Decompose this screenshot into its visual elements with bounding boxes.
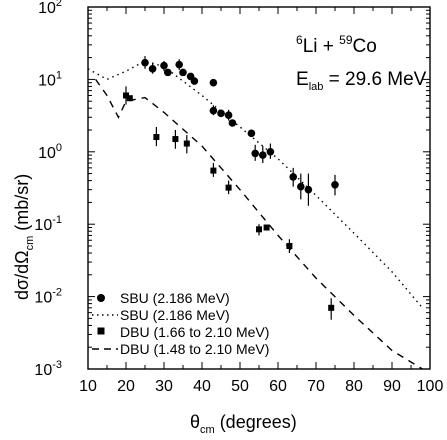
x-tick-label: 40 (193, 378, 211, 395)
sbu-data-point (160, 61, 168, 70)
axis-ticks: 10 20 30 40 50 60 70 80 90 100 102 101 100 10-1 10-2 10… (34, 0, 443, 395)
dbu-data-point (225, 184, 232, 191)
x-axis-title: θcm (degrees) (190, 412, 297, 436)
sbu-data-point (175, 60, 183, 69)
x-tick-label: 30 (155, 378, 173, 395)
dbu-data-point (263, 224, 270, 231)
sbu-data-point (247, 129, 256, 138)
x-tick-label: 50 (231, 378, 249, 395)
dbu-data-point (210, 167, 217, 174)
x-tick-label: 10 (79, 378, 97, 395)
reaction-annotation: 6Li + 59Co (296, 33, 377, 57)
sbu-data-point (148, 65, 157, 73)
dbu-data-point (172, 136, 179, 143)
energy-annotation: Elab = 29.6 MeV (296, 69, 427, 93)
x-tick-label: 100 (417, 378, 444, 395)
sbu-data-point (224, 111, 233, 120)
y-axis-title: dσ/dΩcm (mb/sr) (12, 174, 36, 300)
sbu-data-point (190, 77, 199, 85)
sbu-data-point (141, 58, 149, 67)
y-tick-label: 100 (38, 142, 62, 162)
series-layer (88, 56, 423, 369)
dbu-data-point (153, 134, 160, 141)
y-tick-label: 10-1 (34, 214, 62, 234)
sbu-data-point (331, 181, 339, 189)
sbu-data-point (297, 182, 305, 191)
sbu-data-point (228, 119, 237, 127)
x-tick-label: 80 (345, 378, 363, 395)
y-tick-label: 102 (38, 0, 62, 17)
sbu-data-point (304, 185, 313, 194)
legend-label-4: DBU (1.48 to 2.10 MeV) (120, 341, 269, 357)
sbu-calc-line (88, 60, 423, 309)
sbu-data-point (289, 173, 298, 181)
legend-marker-square (97, 327, 105, 335)
legend-marker-circle (97, 294, 105, 302)
sbu-data-point (259, 151, 267, 159)
legend-label-2: SBU (2.186 MeV) (120, 307, 230, 323)
dbu-calc-line (95, 78, 423, 369)
sbu-data-point (209, 106, 218, 115)
sbu-data-point (251, 149, 259, 158)
sbu-data-point (179, 68, 187, 77)
dbu-data-point (286, 242, 293, 249)
dbu-data-point (126, 95, 133, 102)
y-tick-label: 10-3 (34, 359, 62, 379)
dbu-data-point (183, 140, 190, 147)
sbu-data-point (217, 109, 225, 118)
legend: SBU (2.186 MeV) SBU (2.186 MeV) DBU (1.6… (92, 290, 269, 357)
x-tick-label: 70 (307, 378, 325, 395)
y-tick-label: 101 (38, 69, 62, 89)
x-tick-label: 20 (117, 378, 135, 395)
dbu-data-point (328, 304, 335, 311)
dbu-data-point (256, 226, 262, 233)
sbu-data-point (164, 68, 172, 77)
legend-label-3: DBU (1.66 to 2.10 MeV) (120, 324, 269, 340)
legend-label-1: SBU (2.186 MeV) (120, 290, 230, 306)
dbu-data-point (123, 92, 129, 99)
sbu-data-point (209, 78, 218, 87)
y-tick-label: 10-2 (34, 287, 62, 307)
x-tick-label: 90 (383, 378, 401, 395)
x-tick-label: 60 (269, 378, 287, 395)
